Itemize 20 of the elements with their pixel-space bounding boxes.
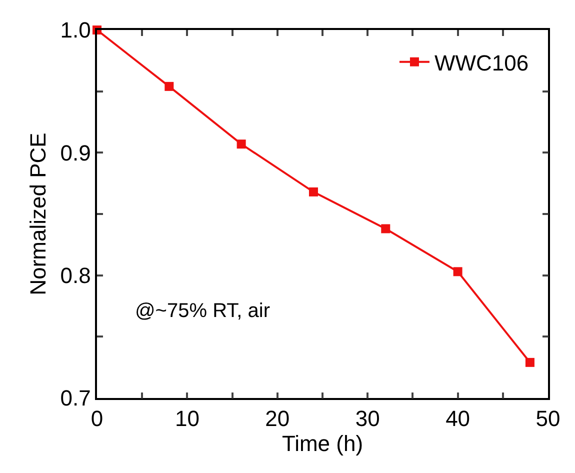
annotation: @~75% RT, air bbox=[135, 300, 270, 322]
legend-label: WWC106 bbox=[434, 50, 529, 76]
point bbox=[236, 140, 246, 149]
point bbox=[525, 358, 534, 367]
x-tick-label: 30 bbox=[355, 406, 380, 432]
point bbox=[453, 267, 462, 276]
y-tick-label: 1.0 bbox=[60, 18, 91, 43]
x-tick-label: 20 bbox=[265, 406, 290, 432]
x-tick-label: 40 bbox=[446, 406, 470, 432]
y-tick-label: 0.9 bbox=[60, 140, 91, 166]
point bbox=[164, 82, 174, 91]
y-tick-label: 0.7 bbox=[60, 386, 91, 411]
x-tick-label: 10 bbox=[174, 406, 200, 432]
x-tick-label: 50 bbox=[536, 406, 560, 432]
point bbox=[308, 187, 318, 196]
y-axis-title: Normalized PCE bbox=[26, 132, 51, 296]
x-axis-title: Time (h) bbox=[282, 431, 364, 456]
x-tick-label: 0 bbox=[90, 406, 104, 432]
point bbox=[381, 224, 390, 234]
y-tick-label: 0.8 bbox=[60, 263, 91, 288]
